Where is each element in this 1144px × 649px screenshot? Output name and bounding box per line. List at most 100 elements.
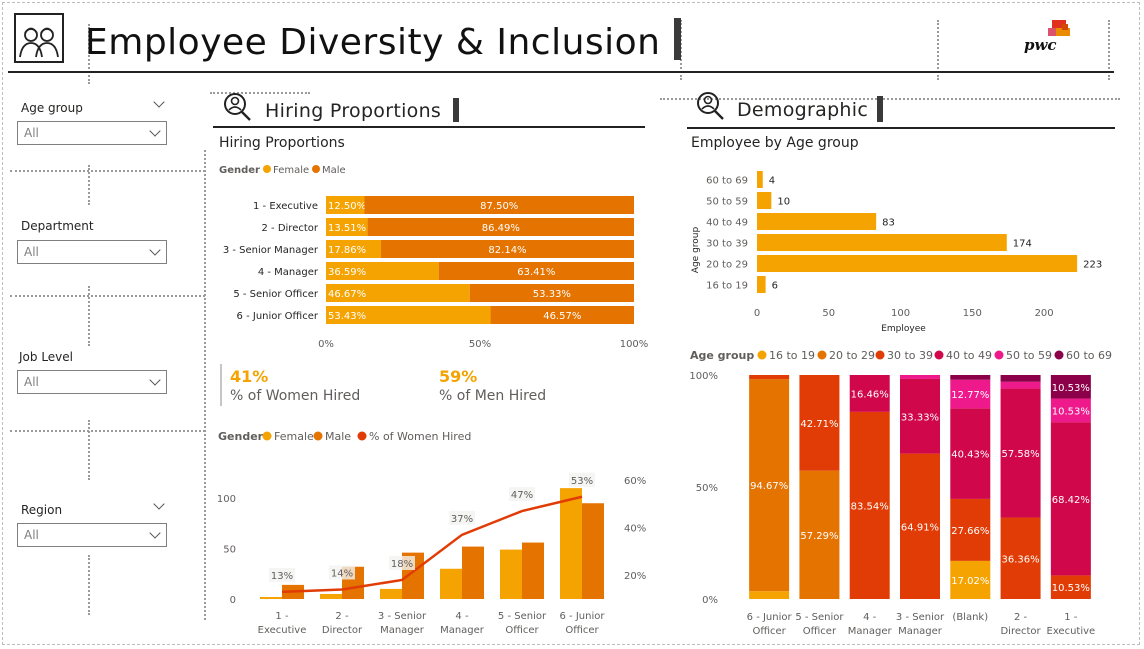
stack-segment (799, 470, 840, 599)
search-user-icon (695, 91, 725, 121)
stack-segment (1000, 375, 1041, 382)
data-label: 6 (772, 281, 778, 292)
hiring-visual-title: Hiring Proportions (219, 135, 345, 151)
page-title: Employee Diversity & Inclusion (85, 22, 661, 63)
category-label: 1 - Executive (253, 201, 318, 212)
women-hired-label: % of Women Hired (230, 388, 361, 404)
data-label: 13.51% (328, 223, 366, 234)
bar-male (582, 503, 604, 599)
kpi-divider (220, 364, 222, 406)
category-label: 16 to 19 (706, 281, 748, 292)
x-tick-label: (Blank) (952, 612, 988, 623)
y2-tick-label: 60% (624, 476, 646, 487)
stack-segment (799, 375, 840, 471)
stack-segment (900, 378, 940, 454)
chevron-down-icon (149, 527, 161, 539)
region-value: All (24, 528, 39, 542)
men-hired-label: % of Men Hired (439, 388, 547, 404)
grid-dots (10, 430, 205, 432)
line-data-label: 14% (331, 568, 353, 579)
age-bar (757, 171, 763, 188)
y-tick-label: 0 (230, 595, 236, 606)
chevron-down-icon (149, 244, 161, 256)
bar-female (560, 488, 582, 599)
data-label: 46.57% (543, 311, 581, 322)
line-data-label: 13% (271, 571, 293, 582)
legend-title: Gender (219, 165, 260, 176)
demographic-section-rule (687, 127, 1115, 129)
bar-segment (326, 196, 365, 214)
stack-segment (900, 375, 940, 379)
pwc-logo: pwc (1022, 18, 1074, 58)
y-tick-label: 50% (696, 483, 718, 494)
bar-female (380, 588, 402, 599)
stack-segment (749, 379, 790, 592)
data-label: 94.67% (750, 481, 788, 492)
grid-dots (660, 98, 1120, 100)
age-bar (757, 234, 1007, 251)
x-tick-label: Officer (505, 625, 539, 636)
data-label-bg (329, 565, 355, 580)
x-tick-label: Officer (565, 625, 599, 636)
line-data-label: 37% (451, 514, 473, 525)
bar-segment (438, 262, 634, 280)
stack-segment (1000, 517, 1041, 599)
grid-dots (937, 20, 939, 80)
x-tick-label: Manager (898, 626, 943, 637)
department-dropdown[interactable]: All (17, 240, 167, 264)
data-label: 86.49% (482, 223, 520, 234)
x-tick-label: 50 (822, 308, 835, 319)
x-tick-label: 1 - (1064, 612, 1078, 623)
bar-segment (490, 306, 634, 324)
stack-segment (950, 560, 991, 599)
stack-segment (749, 591, 790, 599)
x-tick-label: Officer (803, 626, 837, 637)
x-tick-label: 0 (754, 308, 760, 319)
y-tick-label: 100 (217, 494, 236, 505)
legend-label: Female (274, 430, 314, 443)
legend-marker (263, 165, 271, 173)
stack-segment (950, 379, 991, 409)
stack-segment (1050, 398, 1091, 423)
bar-segment (469, 284, 634, 302)
data-label: 36.59% (328, 267, 366, 278)
data-label: 36.36% (1002, 554, 1040, 565)
department-value: All (24, 245, 39, 259)
stack-segment (1050, 422, 1091, 576)
region-dropdown[interactable]: All (17, 523, 167, 547)
category-label: 30 to 39 (706, 239, 748, 250)
x-tick-label: 6 - Junior (560, 611, 606, 622)
age-group-dropdown[interactable]: All (17, 121, 167, 145)
bar-segment (367, 218, 634, 236)
legend-marker (934, 350, 944, 360)
data-label: 17.86% (328, 245, 366, 256)
legend-label: 50 to 59 (1006, 349, 1052, 362)
stack-segment (1000, 381, 1041, 389)
age-bar (757, 213, 877, 230)
section-accent-bar (453, 98, 459, 122)
grid-dots (10, 295, 205, 297)
x-tick-label: 150 (963, 308, 982, 319)
bar-male (522, 542, 544, 599)
women-hired-value: 41% (230, 367, 269, 386)
data-label: 12.77% (951, 390, 989, 401)
legend-label: 16 to 19 (769, 349, 815, 362)
data-label: 57.29% (800, 531, 838, 542)
men-hired-value: 59% (439, 367, 478, 386)
data-label: 63.41% (517, 267, 555, 278)
category-label: 3 - Senior Manager (223, 245, 319, 256)
job-level-dropdown[interactable]: All (17, 370, 167, 394)
legend-marker (757, 350, 767, 360)
legend-label: 20 to 29 (829, 349, 875, 362)
chevron-down-icon (149, 374, 161, 386)
legend-label: Female (273, 165, 309, 176)
legend-marker (817, 350, 827, 360)
bar-female (500, 549, 522, 599)
x-tick-label: 100 (891, 308, 910, 319)
line-data-label: 47% (511, 490, 533, 501)
data-label: 12.50% (328, 201, 366, 212)
stack-segment (1000, 388, 1041, 518)
x-tick-label: 4 - (455, 611, 469, 622)
x-tick-label: Manager (848, 626, 893, 637)
legend-marker (357, 431, 367, 441)
